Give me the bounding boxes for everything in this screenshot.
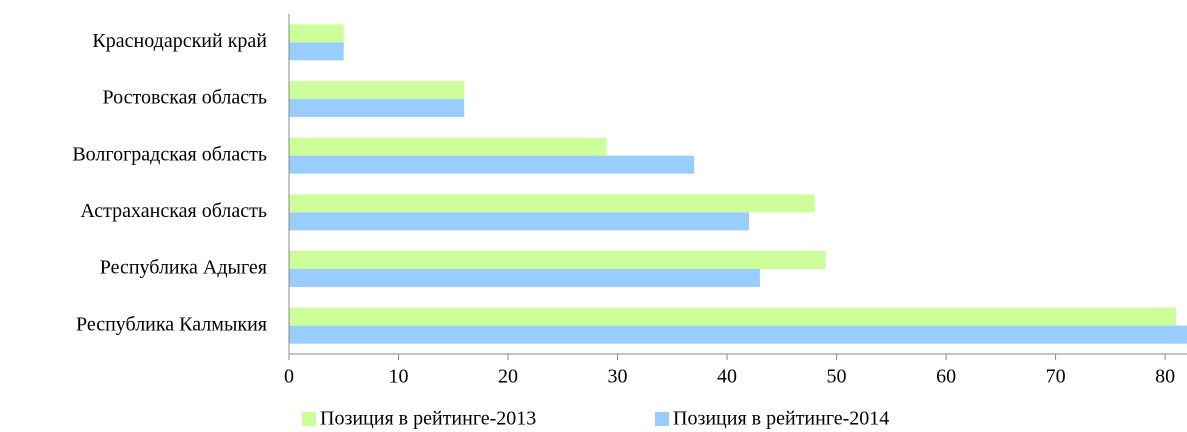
bar xyxy=(289,24,344,43)
y-tick-label: Краснодарский край xyxy=(92,30,267,52)
x-tick-label: 10 xyxy=(389,366,409,388)
bar xyxy=(289,42,344,61)
legend-label: Позиция в рейтинге-2013 xyxy=(320,408,536,430)
legend-swatch xyxy=(655,412,669,426)
x-tick-label: 40 xyxy=(717,366,737,388)
bar xyxy=(289,307,1177,326)
y-tick-label: Ростовская область xyxy=(103,87,267,109)
x-tick-label: 70 xyxy=(1046,366,1066,388)
bar xyxy=(289,194,815,213)
bar xyxy=(289,137,607,156)
y-tick-label: Астраханская область xyxy=(80,200,267,222)
x-tick-label: 20 xyxy=(498,366,518,388)
bar xyxy=(289,99,465,117)
legend-label: Позиция в рейтинге-2014 xyxy=(673,408,889,430)
bar xyxy=(289,212,749,231)
bar xyxy=(289,251,826,269)
y-tick-label: Республика Адыгея xyxy=(100,257,267,279)
x-tick-label: 80 xyxy=(1155,366,1175,388)
bar xyxy=(289,325,1187,344)
x-tick-label: 0 xyxy=(284,366,294,388)
y-tick-label: Волгоградская область xyxy=(72,143,267,165)
bar xyxy=(289,269,760,287)
y-tick-label: Республика Калмыкия xyxy=(76,313,267,335)
x-tick-label: 50 xyxy=(827,366,847,388)
bar xyxy=(289,81,465,99)
bar xyxy=(289,155,695,174)
x-tick-label: 60 xyxy=(936,366,956,388)
legend-swatch xyxy=(302,412,316,426)
x-tick-label: 30 xyxy=(608,366,628,388)
